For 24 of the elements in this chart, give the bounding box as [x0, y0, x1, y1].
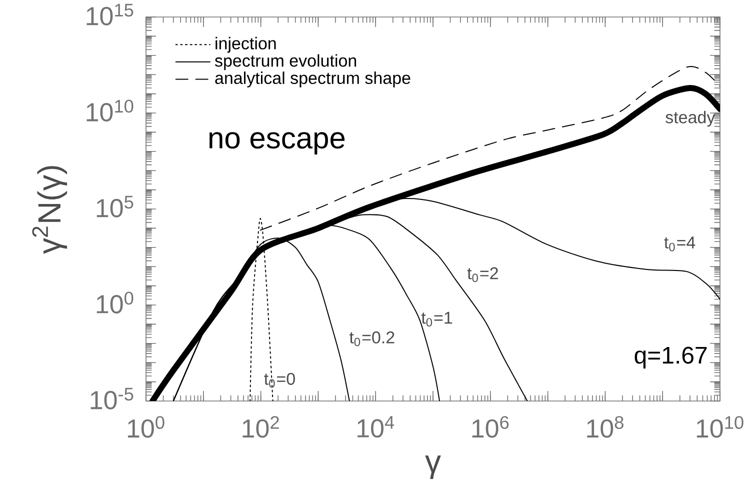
x-tick-label: 10$^{8}$: [587, 416, 624, 438]
x-tick-label: 10$^{6}$: [472, 416, 509, 438]
y-tick-label: 10$^{-5}$: [90, 388, 134, 410]
annotation: no escape: [210, 132, 345, 155]
x-tick-label: 10$^{2}$: [242, 416, 279, 438]
y-tick-label: 10$^{15}$: [86, 4, 134, 26]
legend-label: injection: [216, 36, 276, 53]
annotation: t$_{0}$=0.2: [349, 331, 394, 346]
legend-label: spectrum evolution: [214, 54, 356, 70]
annotation: t$_{0}$=4: [664, 236, 696, 252]
annotation: q=1.67: [634, 346, 707, 368]
y-tick-label: 10$^{0}$: [96, 292, 134, 314]
x-tick-label: 10$^{0}$: [128, 416, 164, 438]
annotation: t$_{0}$=2: [467, 267, 498, 282]
legend-label: analytical spectrum shape: [215, 72, 410, 88]
annotation: t$_{0}$=0: [264, 372, 295, 388]
y-tick-label: 10$^{10}$: [86, 100, 134, 122]
x-tick-label: 10$^{10}$: [696, 416, 744, 438]
annotation: steady: [666, 110, 716, 127]
annotation: t$_{0}$=1: [421, 312, 452, 327]
y-tick-label: 10$^{5}$: [96, 196, 134, 218]
x-axis-title: γ: [425, 455, 441, 479]
y-axis-title: γ$^{2}$N(γ): [32, 166, 68, 254]
x-tick-label: 10$^{4}$: [358, 416, 394, 438]
